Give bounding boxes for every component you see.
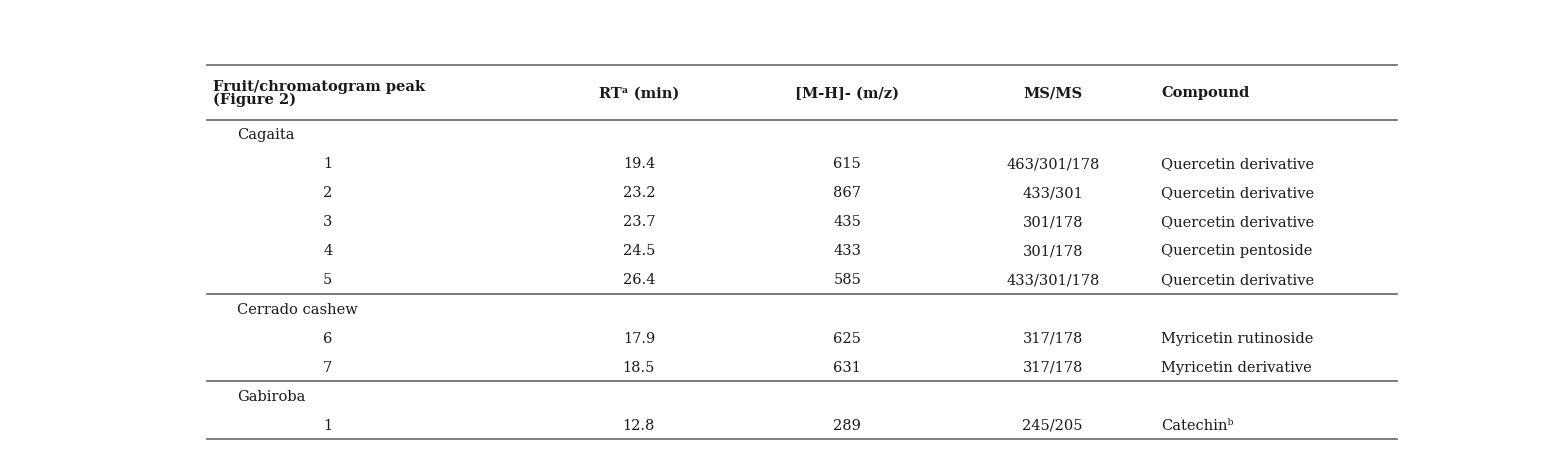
Text: Quercetin pentoside: Quercetin pentoside (1161, 244, 1313, 258)
Text: 23.7: 23.7 (622, 215, 655, 229)
Text: Myricetin rutinoside: Myricetin rutinoside (1161, 331, 1314, 345)
Text: Catechinᵇ: Catechinᵇ (1161, 418, 1233, 432)
Text: Gabiroba: Gabiroba (237, 389, 306, 403)
Text: 2: 2 (323, 186, 332, 200)
Text: 17.9: 17.9 (622, 331, 655, 345)
Text: 1: 1 (323, 418, 332, 432)
Text: 433: 433 (834, 244, 861, 258)
Text: Compound: Compound (1161, 86, 1250, 100)
Text: 5: 5 (323, 273, 332, 287)
Text: 18.5: 18.5 (622, 360, 655, 374)
Text: 1: 1 (323, 157, 332, 171)
Text: 615: 615 (834, 157, 861, 171)
Text: 301/178: 301/178 (1023, 215, 1084, 229)
Text: 625: 625 (834, 331, 861, 345)
Text: Fruit/chromatogram peak: Fruit/chromatogram peak (214, 79, 426, 93)
Text: 24.5: 24.5 (622, 244, 655, 258)
Text: 585: 585 (834, 273, 861, 287)
Text: Quercetin derivative: Quercetin derivative (1161, 157, 1314, 171)
Text: 301/178: 301/178 (1023, 244, 1084, 258)
Text: 317/178: 317/178 (1023, 331, 1084, 345)
Text: Cerrado cashew: Cerrado cashew (237, 302, 359, 316)
Text: 631: 631 (834, 360, 861, 374)
Text: Quercetin derivative: Quercetin derivative (1161, 186, 1314, 200)
Text: 7: 7 (323, 360, 332, 374)
Text: Cagaita: Cagaita (237, 128, 295, 142)
Text: MS/MS: MS/MS (1023, 86, 1082, 100)
Text: Quercetin derivative: Quercetin derivative (1161, 215, 1314, 229)
Text: 317/178: 317/178 (1023, 360, 1084, 374)
Text: Myricetin derivative: Myricetin derivative (1161, 360, 1313, 374)
Text: 4: 4 (323, 244, 332, 258)
Text: 19.4: 19.4 (622, 157, 655, 171)
Text: 435: 435 (834, 215, 861, 229)
Text: 3: 3 (323, 215, 332, 229)
Text: RTᵃ (min): RTᵃ (min) (599, 86, 680, 100)
Text: 433/301: 433/301 (1023, 186, 1084, 200)
Text: (Figure 2): (Figure 2) (214, 93, 296, 107)
Text: 26.4: 26.4 (622, 273, 655, 287)
Text: 463/301/178: 463/301/178 (1006, 157, 1099, 171)
Text: 245/205: 245/205 (1023, 418, 1084, 432)
Text: 433/301/178: 433/301/178 (1006, 273, 1099, 287)
Text: [M-H]- (m/z): [M-H]- (m/z) (795, 86, 900, 100)
Text: 6: 6 (323, 331, 332, 345)
Text: 867: 867 (834, 186, 861, 200)
Text: Quercetin derivative: Quercetin derivative (1161, 273, 1314, 287)
Text: 12.8: 12.8 (622, 418, 655, 432)
Text: 23.2: 23.2 (622, 186, 655, 200)
Text: 289: 289 (834, 418, 861, 432)
